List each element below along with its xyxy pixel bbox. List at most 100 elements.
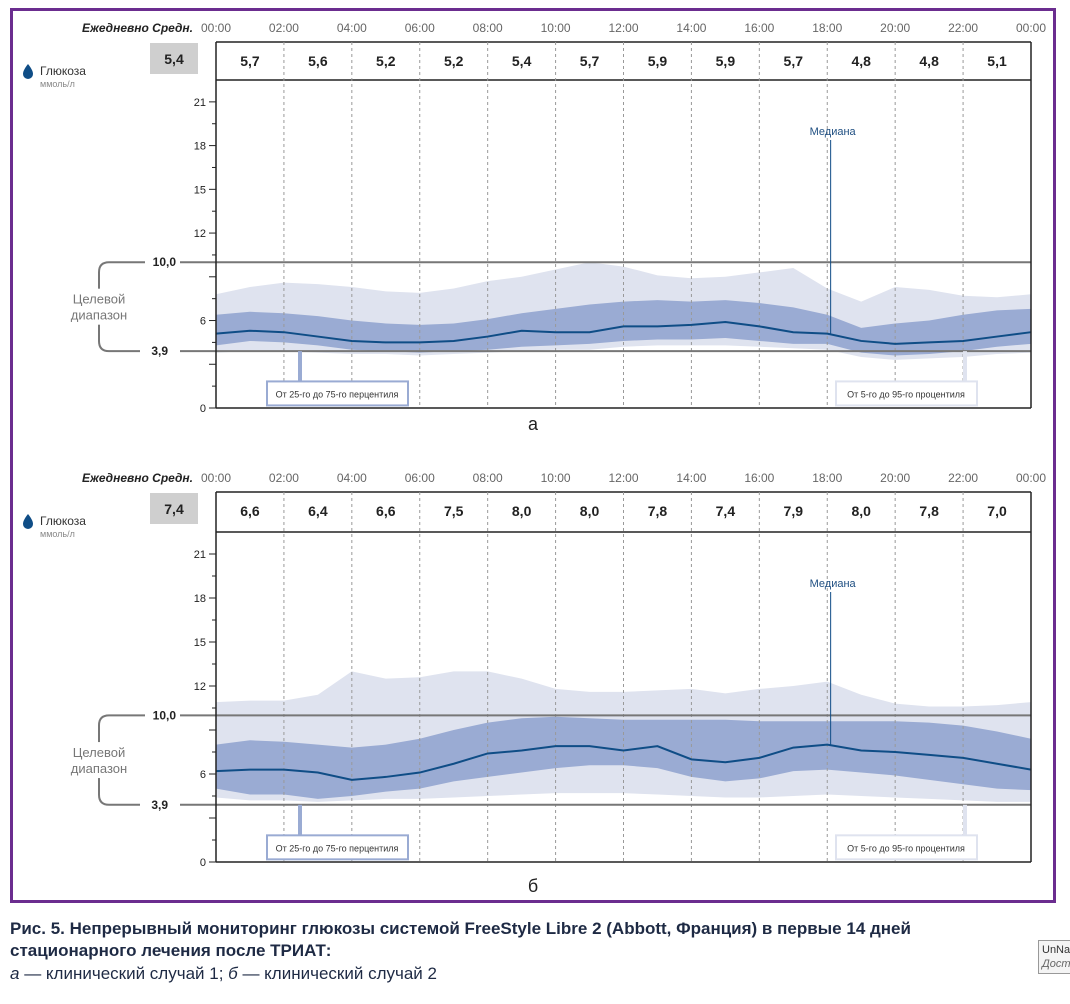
y-tick-label: 21	[194, 549, 206, 561]
target-upper-label: 10,0	[153, 255, 177, 269]
hourly-average-value: 4,8	[919, 53, 939, 69]
blood-drop-icon	[23, 514, 33, 529]
hourly-average-value: 7,8	[648, 503, 668, 519]
hourly-average-value: 6,6	[376, 503, 396, 519]
y-tick-label: 6	[200, 769, 206, 781]
corner-tag-line2: Дост	[1042, 958, 1070, 970]
y-tick-label: 18	[194, 141, 206, 153]
caption-letter-b: б	[228, 964, 238, 983]
figure-caption: Рис. 5. Непрерывный мониторинг глюкозы с…	[10, 918, 1060, 986]
time-tick-label: 18:00	[812, 471, 842, 485]
hourly-average-value: 5,7	[580, 53, 600, 69]
legend-outer-label: От 5-го до 95-го процентиля	[847, 843, 965, 853]
hourly-average-value: 7,4	[716, 503, 736, 519]
panel-letter: а	[528, 414, 539, 434]
target-range-label-line1: Целевой	[73, 745, 125, 760]
hourly-average-value: 6,6	[240, 503, 260, 519]
time-tick-label: 12:00	[608, 21, 638, 35]
target-lower-label: 3,9	[151, 798, 168, 812]
target-range-label-line2: диапазон	[71, 761, 127, 776]
time-tick-label: 16:00	[744, 21, 774, 35]
time-tick-label: 00:00	[1016, 471, 1046, 485]
hourly-average-value: 8,0	[512, 503, 532, 519]
y-tick-label: 6	[200, 316, 206, 328]
panel-letter: б	[528, 876, 538, 896]
time-tick-label: 02:00	[269, 21, 299, 35]
time-tick-label: 22:00	[948, 21, 978, 35]
time-tick-label: 00:00	[1016, 21, 1046, 35]
median-line	[215, 320, 1032, 345]
caption-letter-a: а	[10, 964, 20, 983]
target-upper-label: 10,0	[153, 708, 177, 722]
agp-panel-b: Ежедневно Средн. 00:00 02:00 04:00 06:00 08:0…	[23, 471, 1046, 896]
time-tick-label: 12:00	[608, 471, 638, 485]
daily-average-value: 7,4	[164, 501, 184, 517]
hourly-average-value: 7,9	[784, 503, 804, 519]
corner-tag: UnNa Дост	[1038, 940, 1070, 974]
legend-outer-box	[835, 380, 978, 407]
median-label: Медиана	[810, 126, 857, 138]
median-label: Медиана	[810, 578, 857, 590]
hourly-average-value: 8,0	[851, 503, 871, 519]
daily-average-box	[150, 43, 198, 74]
time-tick-label: 10:00	[541, 21, 571, 35]
hourly-average-value: 8,0	[580, 503, 600, 519]
hourly-average-value: 5,6	[308, 53, 328, 69]
target-label-bg	[65, 742, 133, 779]
caption-subtitle: а — клинический случай 1; б — клинически…	[10, 962, 1060, 986]
daily-average-header: Ежедневно Средн.	[82, 471, 193, 485]
y-axis-label: Глюкоза	[40, 514, 86, 528]
hourly-average-value: 5,2	[376, 53, 396, 69]
y-tick-label: 21	[194, 97, 206, 109]
target-range-label-line1: Целевой	[73, 292, 125, 307]
time-tick-label: 14:00	[676, 21, 706, 35]
caption-text-b: — клинический случай 2	[237, 964, 437, 983]
hourly-average-value: 5,7	[240, 53, 260, 69]
time-tick-label: 10:00	[541, 471, 571, 485]
agp-charts: Ежедневно Средн. 00:00 02:00 04:00 06:00 08:0…	[23, 21, 1046, 896]
y-axis-label: Глюкоза	[40, 64, 86, 78]
y-tick-label: 18	[194, 593, 206, 605]
time-tick-label: 16:00	[744, 471, 774, 485]
hourly-average-value: 4,8	[851, 53, 871, 69]
hourly-average-value: 5,9	[716, 53, 736, 69]
time-tick-label: 20:00	[880, 21, 910, 35]
agp-panel-a: Ежедневно Средн. 00:00 02:00 04:00 06:00 08:0…	[23, 21, 1046, 434]
daily-average-header: Ежедневно Средн.	[82, 21, 193, 35]
hourly-average-value: 5,4	[512, 53, 532, 69]
y-tick-label: 0	[200, 403, 206, 415]
time-tick-label: 02:00	[269, 471, 299, 485]
hourly-average-value: 7,5	[444, 503, 464, 519]
figure-frame	[10, 8, 1056, 903]
y-tick-label: 15	[194, 637, 206, 649]
hourly-average-value: 5,7	[784, 53, 804, 69]
y-axis-unit: ммоль/л	[40, 79, 75, 89]
caption-text-a: — клинический случай 1;	[19, 964, 229, 983]
time-tick-label: 08:00	[473, 471, 503, 485]
y-tick-label: 12	[194, 681, 206, 693]
time-tick-label: 04:00	[337, 471, 367, 485]
time-tick-label: 00:00	[201, 471, 231, 485]
y-axis-unit: ммоль/л	[40, 529, 75, 539]
time-tick-label: 08:00	[473, 21, 503, 35]
daily-average-value: 5,4	[164, 51, 184, 67]
caption-title-line1: Рис. 5. Непрерывный мониторинг глюкозы с…	[10, 919, 911, 938]
time-tick-label: 14:00	[676, 471, 706, 485]
time-tick-label: 18:00	[812, 21, 842, 35]
legend-inner-label: От 25-го до 75-го перцентиля	[276, 843, 399, 853]
y-tick-label: 0	[200, 857, 206, 869]
corner-tag-line1: UnNa	[1042, 944, 1070, 956]
y-tick-label: 12	[194, 228, 206, 240]
legend-outer-box	[835, 834, 978, 861]
time-tick-label: 04:00	[337, 21, 367, 35]
time-tick-label: 00:00	[201, 21, 231, 35]
hourly-average-value: 5,1	[987, 53, 1007, 69]
legend-inner-box	[266, 380, 409, 407]
legend-inner-box	[266, 834, 409, 861]
hourly-average-value: 5,2	[444, 53, 464, 69]
hourly-average-value: 6,4	[308, 503, 328, 519]
target-range-label-line2: диапазон	[71, 308, 127, 323]
time-tick-label: 06:00	[405, 21, 435, 35]
target-lower-label: 3,9	[151, 344, 168, 358]
time-tick-label: 20:00	[880, 471, 910, 485]
